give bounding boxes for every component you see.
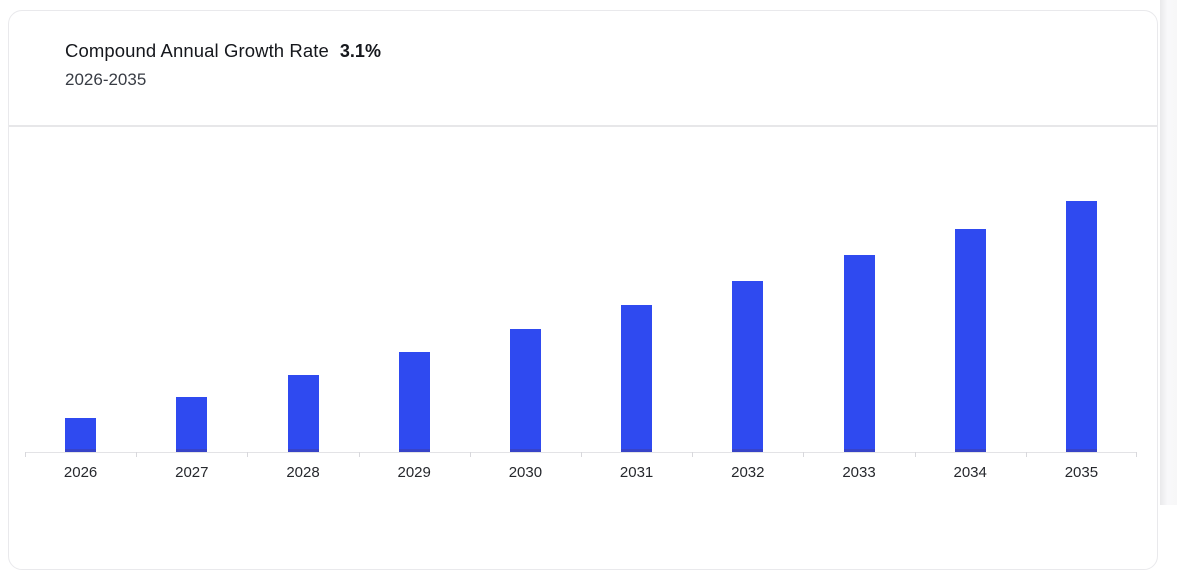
bar-2035[interactable]	[1065, 201, 1097, 452]
bar-2027[interactable]	[176, 397, 208, 452]
axis-tick	[136, 452, 138, 457]
bar-2033[interactable]	[843, 254, 875, 452]
bar-2031[interactable]	[621, 304, 653, 452]
bar-2032[interactable]	[732, 281, 764, 452]
axis-tick	[581, 452, 582, 457]
axis-tick	[1025, 452, 1027, 457]
axis-tick	[25, 452, 26, 457]
x-label-2028: 2028	[286, 464, 320, 481]
bar-chart: 2026 2027 2028 2029 2030 2031 2032 2033 2034 2035	[9, 127, 1157, 487]
cagr-value: 3.1%	[339, 41, 381, 61]
chart-header: Compound Annual Growth Rate 3.1% 2026-20…	[9, 11, 1157, 127]
axis-tick	[469, 452, 471, 457]
bar-2028[interactable]	[287, 374, 319, 452]
x-label-2034: 2034	[953, 464, 987, 481]
axis-tick	[247, 452, 249, 457]
x-label-2029: 2029	[397, 464, 431, 481]
axis-tick	[803, 452, 805, 457]
plot-area	[25, 140, 1137, 457]
chart-title: Compound Annual Growth Rate	[65, 40, 329, 61]
bar-2030[interactable]	[509, 329, 541, 452]
bar-2026[interactable]	[65, 418, 97, 452]
chart-period-subtitle: 2026-2035	[65, 70, 147, 89]
bar-2034[interactable]	[954, 229, 986, 452]
x-label-2033: 2033	[842, 464, 876, 481]
axis-tick	[1136, 452, 1137, 457]
bar-2029[interactable]	[398, 352, 430, 452]
x-axis-labels: 2026 2027 2028 2029 2030 2031 2032 2033 2034 2035	[25, 453, 1137, 487]
title-row: Compound Annual Growth Rate 3.1%	[65, 38, 1157, 64]
cagr-chart-card: Compound Annual Growth Rate 3.1% 2026-20…	[8, 10, 1158, 570]
x-label-2035: 2035	[1064, 464, 1099, 481]
axis-tick	[358, 452, 360, 457]
axis-tick	[914, 452, 916, 457]
x-label-2032: 2032	[731, 464, 765, 481]
axis-tick	[692, 452, 694, 457]
x-label-2027: 2027	[175, 464, 209, 481]
page-right-gutter	[1160, 0, 1177, 505]
x-label-2026: 2026	[63, 464, 98, 481]
x-label-2031: 2031	[619, 464, 654, 481]
x-label-2030: 2030	[508, 464, 543, 481]
